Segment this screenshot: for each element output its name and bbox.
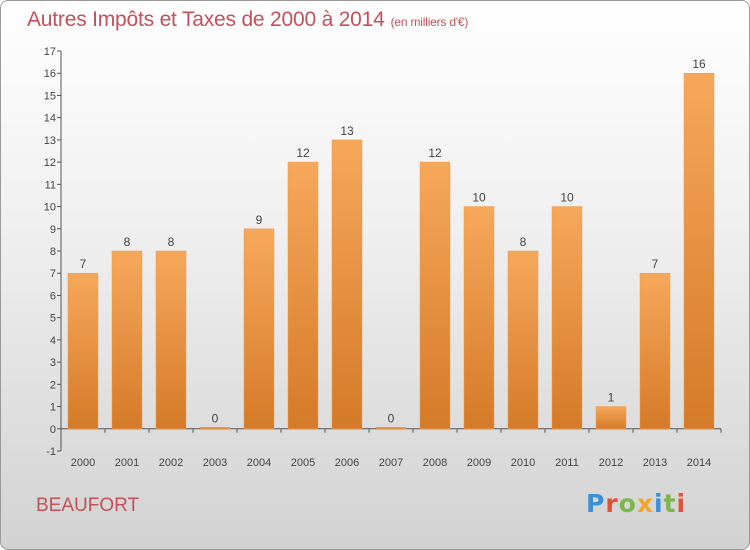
bar-2003 — [199, 427, 231, 430]
bar-value-label: 16 — [692, 57, 706, 71]
chart-title: Autres Impôts et Taxes de 2000 à 2014 (en… — [27, 8, 468, 32]
chart-labels: 2000 7 2001 8 2002 8 2003 0 2004 9 2005 12 2006 13 200… — [71, 57, 711, 469]
y-tick-label: 0 — [50, 424, 56, 436]
y-tick-label: 7 — [50, 268, 56, 280]
bar-value-label: 12 — [428, 146, 442, 160]
bar-value-label: 1 — [608, 391, 615, 405]
bar-2001 — [111, 250, 143, 430]
bar-2013 — [639, 272, 671, 430]
x-tick-label: 2006 — [335, 457, 359, 469]
bar-value-label: 7 — [652, 257, 659, 271]
x-tick-label: 2005 — [291, 457, 315, 469]
y-tick-label: 2 — [50, 379, 56, 391]
x-tick-label: 2000 — [71, 457, 95, 469]
bar-value-label: 8 — [168, 235, 175, 249]
bar-2008 — [419, 161, 451, 430]
x-tick-label: 2012 — [599, 457, 623, 469]
y-tick-label: 8 — [50, 246, 56, 258]
y-tick-label: 1 — [50, 402, 56, 414]
y-tick-label: 14 — [44, 113, 56, 125]
x-tick-label: 2004 — [247, 457, 271, 469]
title-unit: (en milliers d'€) — [390, 15, 469, 29]
bar-value-label: 8 — [124, 235, 131, 249]
y-tick-label: 9 — [50, 224, 56, 236]
y-tick-label: -1 — [46, 446, 56, 458]
bar-value-label: 12 — [296, 146, 310, 160]
bar-value-label: 13 — [340, 124, 354, 138]
x-tick-label: 2001 — [115, 457, 139, 469]
bar-2007 — [375, 427, 407, 430]
title-text: Autres Impôts et Taxes de 2000 à 2014 — [27, 8, 385, 31]
bar-2011 — [551, 206, 583, 430]
bar-2004 — [243, 228, 275, 430]
bar-value-label: 8 — [520, 235, 527, 249]
y-tick-label: 4 — [50, 335, 56, 347]
x-tick-label: 2002 — [159, 457, 183, 469]
x-tick-label: 2008 — [423, 457, 447, 469]
x-tick-label: 2011 — [555, 457, 579, 469]
y-tick-label: 16 — [44, 68, 56, 80]
x-tick-label: 2009 — [467, 457, 491, 469]
proxiti-logo: Proxiti — [586, 489, 687, 518]
chart-bars — [67, 72, 715, 430]
bar-value-label: 10 — [560, 191, 574, 205]
bar-2002 — [155, 250, 187, 430]
y-tick-label: 15 — [44, 90, 56, 102]
y-tick-label: 6 — [50, 290, 56, 302]
x-tick-label: 2014 — [687, 457, 711, 469]
y-tick-label: 11 — [45, 179, 56, 191]
bar-2012 — [595, 406, 627, 430]
x-tick-label: 2013 — [643, 457, 667, 469]
y-tick-label: 3 — [50, 357, 56, 369]
bar-value-label: 9 — [256, 213, 263, 227]
bar-value-label: 0 — [212, 411, 219, 425]
y-tick-label: 17 — [44, 46, 56, 58]
bar-2010 — [507, 250, 539, 430]
x-tick-label: 2007 — [379, 457, 403, 469]
bar-value-label: 0 — [388, 411, 395, 425]
bar-value-label: 7 — [80, 257, 87, 271]
x-tick-label: 2003 — [203, 457, 227, 469]
place-name: BEAUFORT — [36, 495, 140, 516]
bar-2000 — [67, 272, 99, 430]
bar-2014 — [683, 72, 715, 430]
y-tick-label: 5 — [50, 313, 56, 325]
bar-2006 — [331, 139, 363, 430]
bar-2009 — [463, 206, 495, 430]
y-tick-label: 12 — [44, 157, 56, 169]
y-tick-label: 10 — [44, 202, 56, 214]
bar-2005 — [287, 161, 319, 430]
y-tick-label: 13 — [44, 135, 56, 147]
x-tick-label: 2010 — [511, 457, 535, 469]
bar-value-label: 10 — [472, 191, 486, 205]
